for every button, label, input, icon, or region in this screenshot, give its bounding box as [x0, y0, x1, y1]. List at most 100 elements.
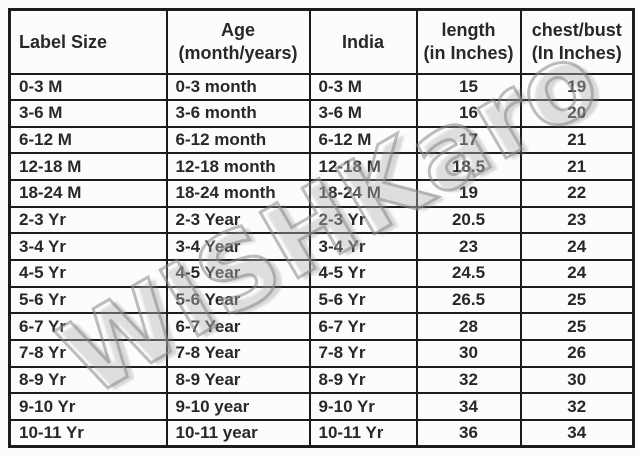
cell-age: 3-4 Year — [165, 232, 311, 261]
cell-india: 8-9 Yr — [308, 365, 418, 395]
cell-length: 16 — [415, 99, 522, 128]
cell-length: 17 — [415, 125, 522, 155]
col-header-age-line1: Age — [220, 20, 255, 41]
cell-length: 28 — [415, 312, 522, 341]
table-row: 6-12 M 6-12 month 6-12 M 17 21 — [8, 125, 635, 155]
cell-chest: 25 — [519, 312, 635, 341]
cell-age: 7-8 Year — [165, 338, 311, 368]
cell-age: 8-9 Year — [165, 365, 311, 395]
col-header-age-line2: (month/years) — [178, 42, 298, 63]
col-header-chest-bust-line2: (In Inches) — [531, 42, 622, 63]
cell-length: 18.5 — [415, 152, 522, 182]
cell-label-size: 5-6 Yr — [8, 285, 168, 315]
cell-age: 2-3 Year — [165, 205, 311, 235]
cell-age: 0-3 month — [165, 72, 311, 102]
cell-length: 23 — [415, 232, 522, 261]
cell-age: 10-11 year — [165, 418, 311, 448]
cell-chest: 21 — [519, 125, 635, 155]
table-row: 8-9 Yr 8-9 Year 8-9 Yr 32 30 — [8, 365, 635, 395]
cell-chest: 21 — [519, 152, 635, 182]
cell-length: 26.5 — [415, 285, 522, 315]
col-header-label-size-text: Label Size — [19, 31, 108, 52]
cell-label-size: 0-3 M — [8, 72, 168, 102]
cell-chest: 26 — [519, 338, 635, 368]
col-header-india-text: India — [341, 31, 384, 52]
cell-length: 24.5 — [415, 258, 522, 288]
table-row: 5-6 Yr 5-6 Year 5-6 Yr 26.5 25 — [8, 285, 635, 315]
table-row: 2-3 Yr 2-3 Year 2-3 Yr 20.5 23 — [8, 205, 635, 235]
cell-age: 9-10 year — [165, 392, 311, 421]
table-row: 3-6 M 3-6 month 3-6 M 16 20 — [8, 99, 635, 128]
header-row: Label Size Age (month/years) India lengt… — [8, 8, 635, 75]
cell-india: 3-6 M — [308, 99, 418, 128]
cell-label-size: 18-24 M — [8, 179, 168, 208]
cell-age: 3-6 month — [165, 99, 311, 128]
cell-chest: 30 — [519, 365, 635, 395]
col-header-chest-bust-line1: chest/bust — [531, 20, 622, 41]
cell-india: 4-5 Yr — [308, 258, 418, 288]
cell-length: 36 — [415, 418, 522, 448]
cell-chest: 19 — [519, 72, 635, 102]
cell-india: 18-24 M — [308, 179, 418, 208]
col-header-length-line2: (in Inches) — [423, 42, 514, 63]
cell-label-size: 6-7 Yr — [8, 312, 168, 341]
cell-label-size: 6-12 M — [8, 125, 168, 155]
cell-label-size: 12-18 M — [8, 152, 168, 182]
table-row: 18-24 M 18-24 month 18-24 M 19 22 — [8, 179, 635, 208]
cell-age: 12-18 month — [165, 152, 311, 182]
table-row: 9-10 Yr 9-10 year 9-10 Yr 34 32 — [8, 392, 635, 421]
cell-length: 32 — [415, 365, 522, 395]
table-row: 3-4 Yr 3-4 Year 3-4 Yr 23 24 — [8, 232, 635, 261]
cell-label-size: 9-10 Yr — [8, 392, 168, 421]
cell-chest: 34 — [519, 418, 635, 448]
cell-india: 6-7 Yr — [308, 312, 418, 341]
col-header-chest-bust: chest/bust (In Inches) — [519, 8, 635, 75]
cell-india: 10-11 Yr — [308, 418, 418, 448]
table-row: 0-3 M 0-3 month 0-3 M 15 19 — [8, 72, 635, 102]
cell-india: 12-18 M — [308, 152, 418, 182]
cell-india: 0-3 M — [308, 72, 418, 102]
cell-length: 30 — [415, 338, 522, 368]
cell-label-size: 2-3 Yr — [8, 205, 168, 235]
cell-age: 6-12 month — [165, 125, 311, 155]
cell-india: 3-4 Yr — [308, 232, 418, 261]
table-row: 10-11 Yr 10-11 year 10-11 Yr 36 34 — [8, 418, 635, 448]
cell-chest: 24 — [519, 258, 635, 288]
cell-india: 9-10 Yr — [308, 392, 418, 421]
cell-chest: 24 — [519, 232, 635, 261]
cell-length: 34 — [415, 392, 522, 421]
cell-chest: 22 — [519, 179, 635, 208]
cell-chest: 25 — [519, 285, 635, 315]
cell-age: 18-24 month — [165, 179, 311, 208]
cell-label-size: 3-6 M — [8, 99, 168, 128]
cell-label-size: 10-11 Yr — [8, 418, 168, 448]
col-header-length-line1: length — [441, 20, 496, 41]
col-header-age: Age (month/years) — [165, 8, 311, 75]
col-header-label-size: Label Size — [8, 8, 168, 75]
cell-label-size: 8-9 Yr — [8, 365, 168, 395]
cell-age: 4-5 Year — [165, 258, 311, 288]
table-row: 6-7 Yr 6-7 Year 6-7 Yr 28 25 — [8, 312, 635, 341]
cell-india: 6-12 M — [308, 125, 418, 155]
cell-length: 19 — [415, 179, 522, 208]
cell-length: 15 — [415, 72, 522, 102]
cell-india: 5-6 Yr — [308, 285, 418, 315]
cell-chest: 23 — [519, 205, 635, 235]
size-chart-table: Label Size Age (month/years) India lengt… — [8, 8, 635, 448]
table-row: 12-18 M 12-18 month 12-18 M 18.5 21 — [8, 152, 635, 182]
col-header-india: India — [308, 8, 418, 75]
table-body: 0-3 M 0-3 month 0-3 M 15 19 3-6 M 3-6 mo… — [8, 72, 635, 448]
cell-chest: 32 — [519, 392, 635, 421]
cell-age: 5-6 Year — [165, 285, 311, 315]
cell-length: 20.5 — [415, 205, 522, 235]
cell-label-size: 3-4 Yr — [8, 232, 168, 261]
table-row: 7-8 Yr 7-8 Year 7-8 Yr 30 26 — [8, 338, 635, 368]
cell-label-size: 7-8 Yr — [8, 338, 168, 368]
table-row: 4-5 Yr 4-5 Year 4-5 Yr 24.5 24 — [8, 258, 635, 288]
cell-age: 6-7 Year — [165, 312, 311, 341]
cell-india: 2-3 Yr — [308, 205, 418, 235]
table-header: Label Size Age (month/years) India lengt… — [8, 8, 635, 75]
cell-chest: 20 — [519, 99, 635, 128]
col-header-length: length (in Inches) — [415, 8, 522, 75]
